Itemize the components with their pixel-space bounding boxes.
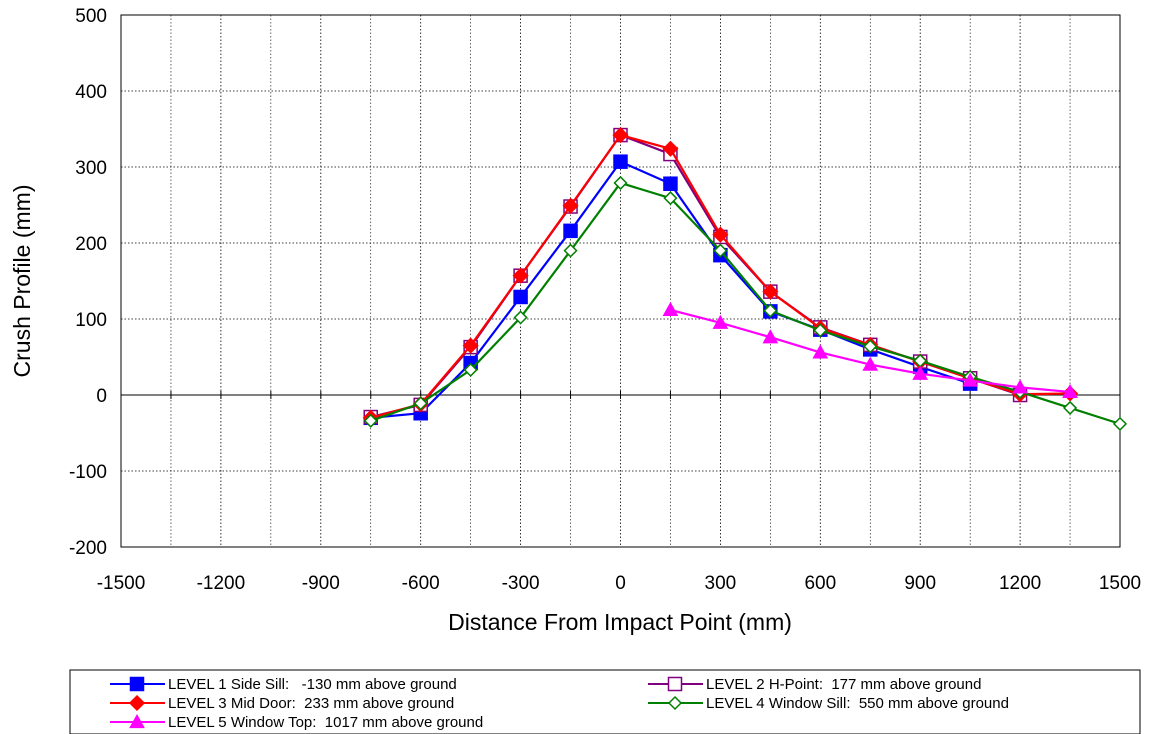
data-point [1062, 383, 1078, 399]
data-point [663, 176, 678, 191]
x-tick-label: 300 [705, 573, 737, 594]
data-point [863, 339, 878, 354]
data-point [812, 344, 829, 359]
data-point [513, 289, 528, 305]
grid-lines [121, 15, 1120, 547]
data-point [813, 323, 828, 338]
y-tick-label: -200 [69, 538, 107, 559]
legend-marker [667, 695, 683, 711]
data-point [712, 226, 729, 243]
x-tick-label: -1200 [197, 573, 246, 594]
legend-label: LEVEL 3 Mid Door: 233 mm above ground [168, 695, 454, 712]
y-tick-label: 500 [75, 6, 107, 27]
legend-marker [667, 676, 683, 692]
data-point [563, 223, 578, 239]
data-point [512, 267, 529, 284]
x-axis-title: Distance From Impact Point (mm) [448, 609, 792, 635]
data-point [762, 283, 779, 300]
y-tick-label: 100 [75, 310, 107, 331]
data-point [462, 337, 479, 354]
series-5 [662, 301, 1078, 399]
x-tick-label: -300 [502, 573, 540, 594]
y-tick-label: 400 [75, 82, 107, 103]
series-line [370, 181, 1121, 425]
x-tick-label: 1500 [1099, 573, 1141, 594]
data-point [562, 197, 579, 214]
x-tick-label: 0 [615, 573, 626, 594]
x-tick-labels: -1500 -1200 -900 -600 -300 0 300 600 900 1200 1500 [97, 573, 1141, 594]
data-point [1012, 379, 1028, 394]
data-point [613, 154, 628, 169]
y-axis-title: Crush Profile (mm) [9, 185, 35, 378]
legend-box [69, 669, 1141, 734]
data-point [862, 356, 879, 371]
plot-area-border [120, 14, 1121, 548]
legend-item-5: LEVEL 5 Window Top: 1017 mm above ground [110, 713, 483, 731]
data-point [612, 127, 629, 144]
y-tick-label: -100 [69, 462, 107, 483]
data-point [713, 243, 728, 258]
y-tick-label: 0 [96, 386, 107, 407]
data-point [363, 413, 378, 428]
data-point [563, 243, 578, 258]
data-point [463, 362, 478, 377]
x-tick-label: 1200 [999, 573, 1041, 594]
legend-marker [129, 676, 145, 692]
data-point [613, 175, 628, 191]
x-tick-label: -900 [302, 573, 340, 594]
data-point [513, 310, 528, 325]
data-point [712, 314, 729, 329]
data-point [662, 301, 679, 316]
legend-marker [128, 694, 146, 712]
legend-item-4: LEVEL 4 Window Sill: 550 mm above ground [648, 695, 1009, 712]
data-point [912, 365, 929, 380]
legend-item-2: LEVEL 2 H-Point: 177 mm above ground [648, 676, 981, 693]
data-point [663, 191, 678, 206]
series-layer [362, 127, 1128, 431]
y-tick-labels: -200 -100 0 100 200 300 400 500 [69, 6, 107, 559]
y-tick-label: 300 [75, 158, 107, 179]
data-point [763, 303, 778, 318]
legend-marker [129, 713, 145, 729]
data-point [762, 329, 779, 344]
x-tick-label: -1500 [97, 573, 146, 594]
x-tick-label: -600 [402, 573, 440, 594]
legend-label: LEVEL 5 Window Top: 1017 mm above ground [168, 714, 483, 731]
data-point [962, 372, 978, 387]
data-point [413, 396, 428, 411]
x-tick-label: 600 [804, 573, 836, 594]
data-point [1112, 416, 1128, 431]
legend-label: LEVEL 1 Side Sill: -130 mm above ground [168, 676, 457, 693]
x-tick-label: 900 [904, 573, 936, 594]
legend-label: LEVEL 4 Window Sill: 550 mm above ground [706, 695, 1009, 712]
data-point [1062, 400, 1078, 415]
legend: LEVEL 1 Side Sill: -130 mm above ground L… [110, 676, 1009, 731]
legend-item-3: LEVEL 3 Mid Door: 233 mm above ground [110, 694, 454, 712]
data-point [662, 140, 679, 157]
legend-label: LEVEL 2 H-Point: 177 mm above ground [706, 676, 981, 693]
legend-item-1: LEVEL 1 Side Sill: -130 mm above ground [110, 676, 457, 693]
y-tick-label: 200 [75, 234, 107, 255]
